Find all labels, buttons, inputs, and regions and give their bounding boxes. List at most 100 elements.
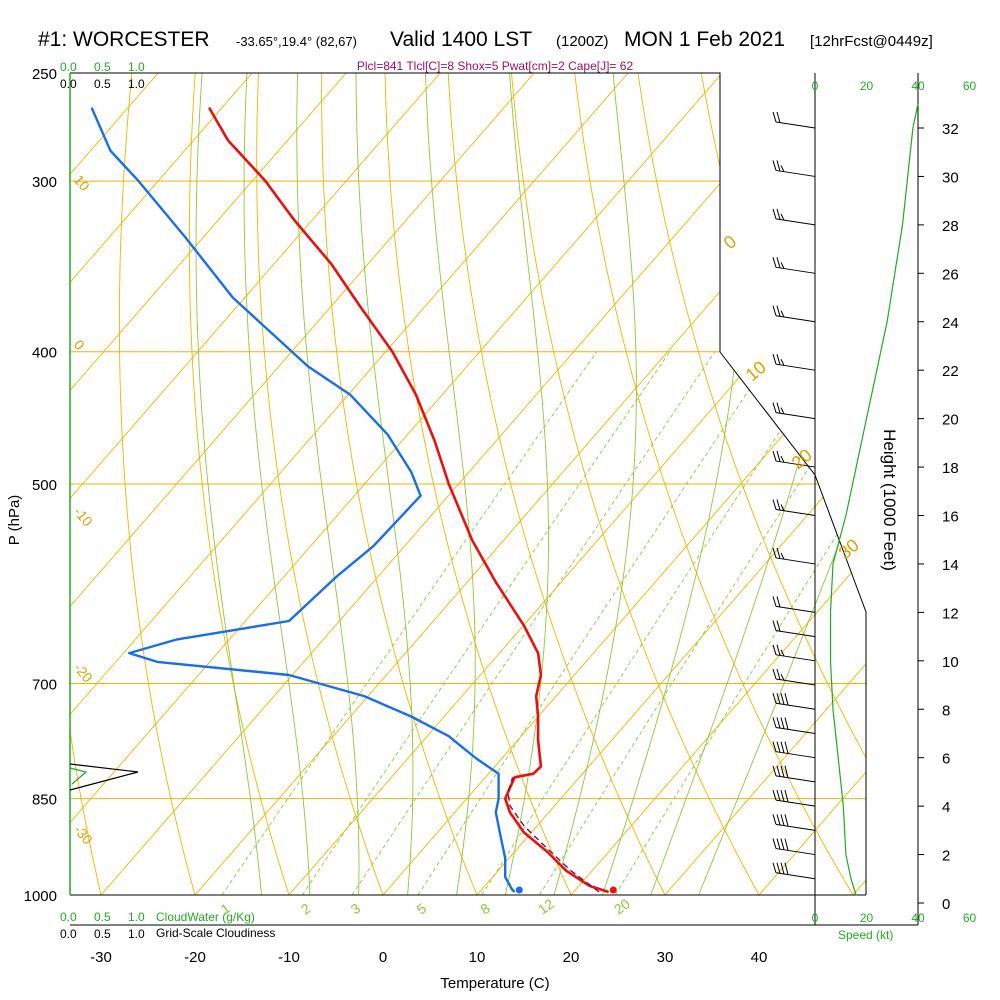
wind-barb-flag xyxy=(772,838,777,849)
isotherm xyxy=(70,73,253,895)
wind-barb-flag xyxy=(772,862,777,873)
wind-barb xyxy=(772,596,816,613)
wind-speed-profile xyxy=(829,103,919,896)
wind-barb-flag xyxy=(780,310,785,318)
wind-barb-shaft xyxy=(775,557,816,565)
mixing-ratio-line xyxy=(481,351,833,895)
wind-barb-shaft xyxy=(775,799,816,807)
mixing-ratio-label: 12 xyxy=(535,895,557,917)
pressure-tick-label: 400 xyxy=(32,345,57,362)
wind-barb-shaft xyxy=(775,630,816,638)
wind-barb-flag xyxy=(784,814,789,827)
wind-barb-flag xyxy=(780,552,785,560)
wind-barb-flag xyxy=(784,741,789,754)
dry-adiabat xyxy=(0,0,29,924)
mixing-ratio-label: 2 xyxy=(298,900,314,918)
moist-adiabat-label: 20 xyxy=(788,445,816,473)
wind-barb-flag xyxy=(780,765,785,778)
wind-barb-flag xyxy=(780,862,785,875)
wind-barb xyxy=(772,402,816,420)
speed-tick-bottom: 60 xyxy=(963,911,977,925)
wind-barb-shaft xyxy=(775,605,816,613)
height-tick-label: 10 xyxy=(942,654,959,671)
wind-barb-flag xyxy=(776,305,781,317)
pressure-tick-label: 300 xyxy=(32,174,57,191)
wind-barb-flag xyxy=(780,673,785,681)
moist-adiabat xyxy=(195,73,265,895)
moist-adiabat xyxy=(686,73,866,895)
adiabat-label: -20 xyxy=(71,660,96,686)
x-tick-label: 0 xyxy=(379,949,387,966)
height-tick-label: 8 xyxy=(942,702,950,719)
wind-barb-flag xyxy=(772,765,777,777)
speed-tick-bottom: 20 xyxy=(860,911,874,925)
wind-barb-flag xyxy=(780,838,785,850)
wind-barb-shaft xyxy=(775,121,816,129)
y-axis-label: P (hPa) xyxy=(6,495,23,546)
x-tick-label: -30 xyxy=(90,949,112,966)
dry-adiabat xyxy=(70,73,109,895)
wind-barb-flag xyxy=(772,741,777,752)
wind-barb xyxy=(772,814,816,831)
height-tick-label: 32 xyxy=(942,121,959,138)
cloud-scale-top-green-0: 0.0 xyxy=(60,60,77,74)
forecast-date: MON 1 Feb 2021 xyxy=(624,28,786,51)
wind-barb-flag xyxy=(776,838,781,850)
sounding-series xyxy=(90,106,609,894)
wind-barb xyxy=(772,354,816,371)
wind-barb-shaft xyxy=(775,751,816,759)
adiabat-label: 10 xyxy=(71,172,93,194)
cloud-scale-top-green-1: 0.5 xyxy=(94,60,111,74)
wind-barb xyxy=(772,717,816,734)
x-tick-label: 10 xyxy=(469,949,486,966)
speed-tick-top: 20 xyxy=(860,79,874,93)
isotherm xyxy=(852,73,866,895)
wind-barb-flag xyxy=(780,717,785,729)
forecast-info: [12hrFcst@0449z] xyxy=(810,33,933,50)
height-tick-label: 14 xyxy=(942,557,959,574)
moist-adiabat xyxy=(355,73,414,895)
wind-barb xyxy=(772,499,816,516)
valid-time: Valid 1400 LST xyxy=(390,28,533,51)
moist-adiabat-label: 0 xyxy=(720,231,741,253)
isotherm xyxy=(70,73,347,895)
wind-barb xyxy=(772,305,816,323)
wind-barb-flag xyxy=(776,257,781,269)
wind-barb xyxy=(772,620,816,638)
wind-barb-flag xyxy=(772,717,777,728)
wind-barb xyxy=(772,111,816,129)
pressure-tick-label: 1000 xyxy=(24,888,57,905)
wind-barb-flag xyxy=(772,450,777,462)
moist-adiabat-label: 10 xyxy=(742,357,770,385)
dry-adiabat xyxy=(920,0,1000,924)
dry-adiabat xyxy=(444,73,681,895)
dry-adiabat xyxy=(256,73,395,895)
wind-barb xyxy=(772,257,816,274)
dry-adiabat xyxy=(563,73,866,895)
wind-barb-flag xyxy=(780,693,785,705)
wind-barb-flag xyxy=(780,789,785,802)
adiabat-label: 0 xyxy=(71,337,88,353)
frame-right-edge xyxy=(70,72,867,895)
wind-barb-shaft xyxy=(775,726,816,734)
wind-barb-flag xyxy=(780,504,785,511)
wind-barb-flag xyxy=(776,789,781,801)
cloud-scale-top-black-0: 0.0 xyxy=(60,77,77,91)
background-grid xyxy=(0,0,1000,924)
wind-barb xyxy=(772,547,816,565)
station-location: -33.65°,19.4° (82,67) xyxy=(236,34,357,49)
wind-barb-flag xyxy=(784,862,789,875)
wind-barb-flag xyxy=(780,262,785,269)
cloud-scale-top-black-1: 0.5 xyxy=(94,77,111,91)
height-tick-label: 28 xyxy=(942,218,959,235)
isotherm xyxy=(382,73,866,895)
wind-barb-flag xyxy=(784,838,789,851)
x-tick-label: 40 xyxy=(751,949,768,966)
wind-barb-flag xyxy=(776,596,781,608)
wind-barb-flag xyxy=(776,160,781,172)
wind-barb-shaft xyxy=(775,315,816,323)
wind-barb-shaft xyxy=(775,775,816,783)
zulu-time: (1200Z) xyxy=(556,33,609,50)
speed-tick-bottom: 0 xyxy=(812,911,819,925)
